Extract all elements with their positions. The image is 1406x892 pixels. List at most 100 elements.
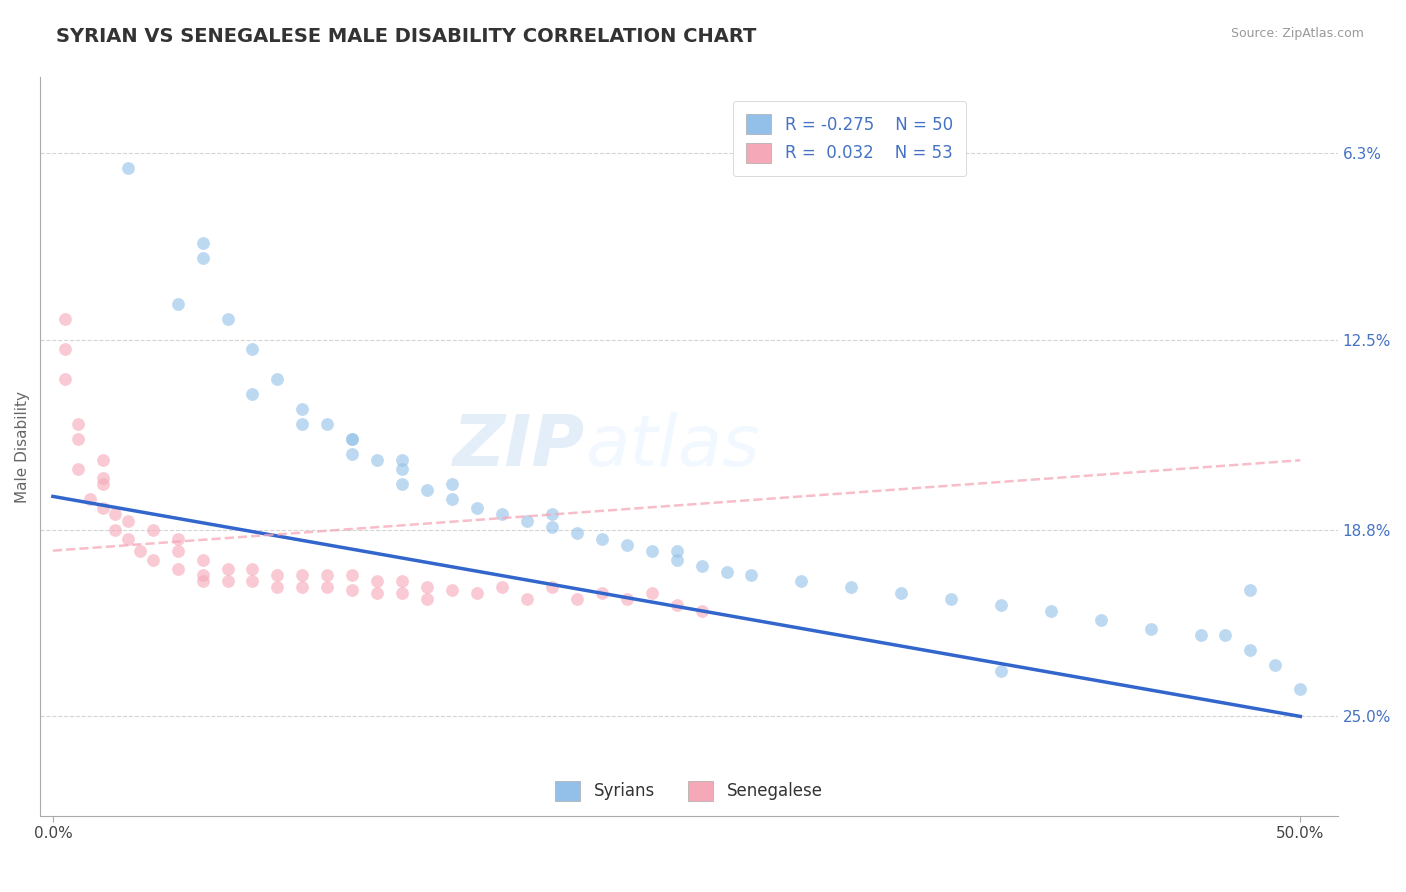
Point <box>191 567 214 582</box>
Point <box>342 567 364 582</box>
Point <box>91 453 114 467</box>
Point <box>242 342 264 356</box>
Point <box>1289 682 1312 697</box>
Point <box>391 462 413 476</box>
Point <box>266 372 288 386</box>
Point <box>516 514 538 528</box>
Point <box>191 252 214 266</box>
Point <box>142 523 165 537</box>
Point <box>142 552 165 566</box>
Point <box>217 562 239 576</box>
Point <box>91 471 114 485</box>
Point <box>266 580 288 594</box>
Point <box>716 565 738 579</box>
Point <box>191 236 214 251</box>
Point <box>191 574 214 588</box>
Point <box>990 664 1012 678</box>
Point <box>242 562 264 576</box>
Point <box>242 387 264 401</box>
Point <box>316 580 339 594</box>
Point <box>342 432 364 446</box>
Point <box>291 417 314 431</box>
Text: atlas: atlas <box>585 412 759 481</box>
Point <box>541 580 564 594</box>
Point <box>516 591 538 606</box>
Point <box>366 574 388 588</box>
Point <box>117 532 139 546</box>
Point <box>465 501 488 516</box>
Point <box>541 508 564 522</box>
Point <box>53 342 76 356</box>
Point <box>665 543 688 558</box>
Point <box>1215 628 1237 642</box>
Point <box>640 586 662 600</box>
Point <box>1239 582 1261 597</box>
Y-axis label: Male Disability: Male Disability <box>15 391 30 503</box>
Legend: Syrians, Senegalese: Syrians, Senegalese <box>548 774 830 807</box>
Point <box>491 580 513 594</box>
Point <box>104 523 127 537</box>
Point <box>740 567 762 582</box>
Point <box>217 574 239 588</box>
Point <box>291 402 314 417</box>
Point <box>166 562 188 576</box>
Point <box>129 543 152 558</box>
Point <box>66 432 89 446</box>
Point <box>366 453 388 467</box>
Point <box>66 462 89 476</box>
Point <box>416 591 439 606</box>
Point <box>890 586 912 600</box>
Point <box>104 508 127 522</box>
Point <box>266 567 288 582</box>
Point <box>166 532 188 546</box>
Point <box>416 483 439 498</box>
Point <box>217 311 239 326</box>
Point <box>342 432 364 446</box>
Text: ZIP: ZIP <box>453 412 585 481</box>
Text: SYRIAN VS SENEGALESE MALE DISABILITY CORRELATION CHART: SYRIAN VS SENEGALESE MALE DISABILITY COR… <box>56 27 756 45</box>
Point <box>391 477 413 491</box>
Point <box>790 574 813 588</box>
Point <box>166 296 188 310</box>
Point <box>79 492 101 507</box>
Point <box>53 311 76 326</box>
Point <box>53 372 76 386</box>
Point <box>541 519 564 533</box>
Point <box>465 586 488 600</box>
Point <box>366 586 388 600</box>
Point <box>391 586 413 600</box>
Point <box>839 580 862 594</box>
Point <box>316 417 339 431</box>
Point <box>1264 658 1286 673</box>
Point <box>565 591 588 606</box>
Point <box>690 604 713 618</box>
Point <box>66 417 89 431</box>
Point <box>291 567 314 582</box>
Point <box>939 591 962 606</box>
Point <box>616 538 638 552</box>
Point <box>1139 622 1161 636</box>
Point <box>1090 613 1112 627</box>
Point <box>416 580 439 594</box>
Point <box>291 580 314 594</box>
Point <box>591 586 613 600</box>
Point <box>441 477 464 491</box>
Point <box>242 574 264 588</box>
Point <box>1039 604 1062 618</box>
Point <box>1189 628 1212 642</box>
Point <box>117 514 139 528</box>
Point <box>491 508 513 522</box>
Point <box>616 591 638 606</box>
Point <box>316 567 339 582</box>
Point <box>690 558 713 573</box>
Point <box>665 598 688 612</box>
Point <box>391 574 413 588</box>
Point <box>640 543 662 558</box>
Point <box>441 492 464 507</box>
Text: Source: ZipAtlas.com: Source: ZipAtlas.com <box>1230 27 1364 40</box>
Point <box>91 501 114 516</box>
Point <box>1239 643 1261 657</box>
Point <box>91 477 114 491</box>
Point <box>342 447 364 461</box>
Point <box>441 582 464 597</box>
